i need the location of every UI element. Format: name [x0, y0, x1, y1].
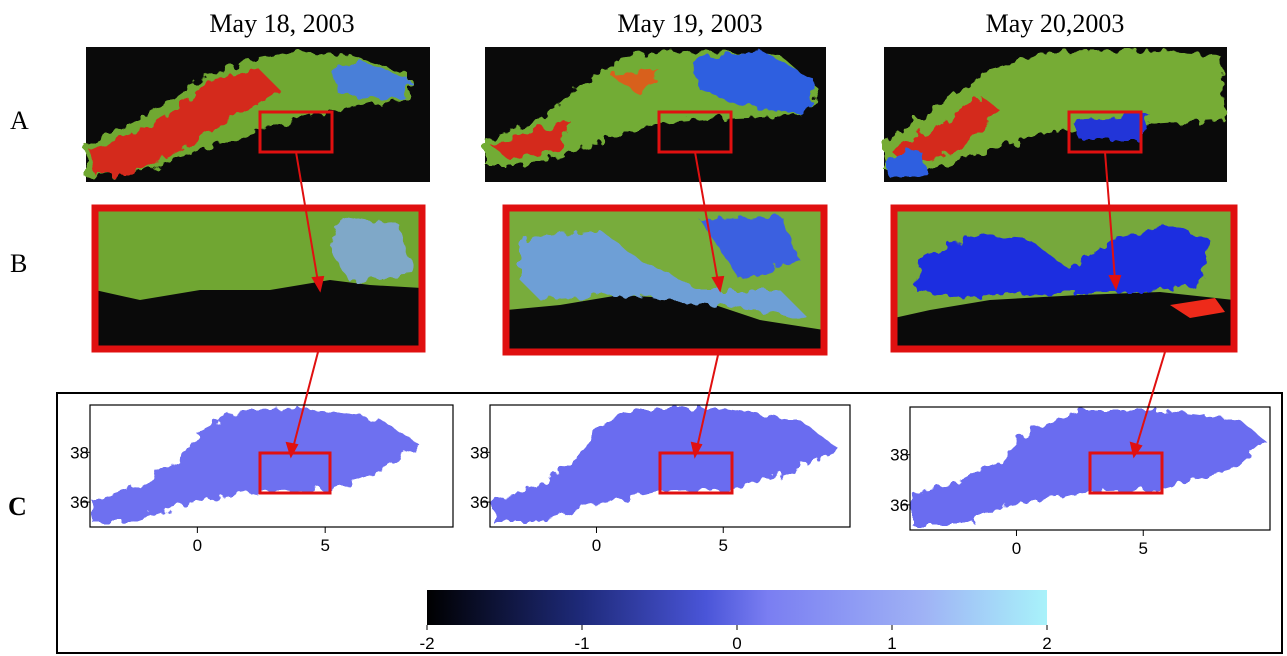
- x-tick-label: 0: [193, 536, 202, 555]
- colorbar-tick-label: 1: [887, 634, 896, 653]
- row-label: A: [10, 106, 29, 135]
- colorbar: [427, 590, 1047, 625]
- anomaly-map: [492, 408, 840, 522]
- y-tick-label: 38: [470, 443, 489, 462]
- zoom-image: [506, 208, 824, 352]
- x-tick-label: 5: [1139, 539, 1148, 558]
- y-tick-label: 38: [890, 446, 909, 465]
- figure: May 18, 2003 May 19, 2003 May 20,2003 A …: [0, 0, 1287, 656]
- row-label: C: [8, 492, 27, 521]
- page: {"columns": [ {"date": "May 18, 2003"}, …: [0, 0, 1287, 656]
- y-tick-label: 36: [70, 493, 89, 512]
- satellite-image: [884, 47, 1227, 182]
- x-tick-label: 0: [592, 536, 601, 555]
- row-label: B: [10, 249, 27, 278]
- anomaly-map: [912, 410, 1265, 525]
- satellite-image: [86, 47, 430, 182]
- x-tick-label: 0: [1012, 539, 1021, 558]
- column-date: May 18, 2003: [209, 9, 354, 38]
- zoom-image: [95, 208, 422, 349]
- y-tick-label: 36: [890, 496, 909, 515]
- y-tick-label: 36: [470, 493, 489, 512]
- column-date: May 19, 2003: [617, 9, 762, 38]
- colorbar-tick-label: 2: [1042, 634, 1051, 653]
- satellite-image: [485, 47, 826, 182]
- colorbar-tick-label: -1: [574, 634, 589, 653]
- colorbar-tick-label: -2: [419, 634, 434, 653]
- maps: [92, 408, 1265, 525]
- x-tick-label: 5: [719, 536, 728, 555]
- x-tick-label: 5: [320, 536, 329, 555]
- colorbar-tick-label: 0: [732, 634, 741, 653]
- column-date: May 20,2003: [986, 9, 1125, 38]
- y-tick-label: 38: [70, 443, 89, 462]
- zoom-image: [894, 208, 1234, 349]
- anomaly-map: [92, 408, 420, 522]
